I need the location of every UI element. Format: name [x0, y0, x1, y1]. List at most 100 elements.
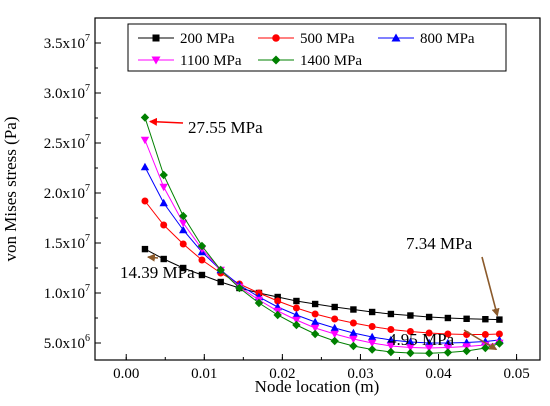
legend-label: 1100 MPa	[180, 53, 242, 69]
legend-label: 800 MPa	[420, 31, 475, 47]
data-point	[141, 245, 149, 253]
data-point	[330, 323, 339, 332]
legend-label: 200 MPa	[180, 31, 235, 47]
data-point	[424, 338, 434, 347]
data-point	[349, 319, 357, 327]
data-point	[386, 347, 396, 357]
series-layer	[140, 113, 504, 358]
data-point	[462, 346, 471, 356]
y-tick-label: 5.0x106	[44, 333, 90, 352]
series-line	[144, 200, 500, 335]
data-point	[141, 197, 149, 205]
y-axis-label: von Mises stress (Pa)	[1, 117, 20, 262]
y-tick-label: 2.0x107	[44, 183, 90, 202]
legend: 200 MPa 500 MPa 800 MPa 1100 MPa 1400 MPa	[127, 23, 507, 72]
x-tick-label: 0.04	[425, 366, 452, 382]
data-point	[198, 256, 206, 264]
data-point	[273, 310, 282, 320]
x-tick-label: 0.03	[347, 366, 373, 382]
legend-marker	[151, 56, 161, 65]
data-point	[495, 330, 503, 338]
annotation-arrow	[463, 329, 498, 351]
data-point	[386, 335, 396, 344]
data-point	[292, 310, 301, 319]
data-point	[179, 211, 188, 221]
series-800-mpa	[140, 162, 504, 347]
legend-box	[127, 23, 507, 72]
data-point	[311, 300, 319, 308]
data-point	[387, 310, 395, 318]
legend-item: 200 MPa	[138, 31, 235, 47]
legend-item: 800 MPa	[378, 31, 475, 47]
data-point	[481, 331, 489, 338]
y-tick-label: 1.5x107	[44, 233, 90, 252]
plot-frame	[94, 17, 541, 361]
data-point	[217, 278, 224, 286]
data-point	[367, 345, 377, 354]
annotation-layer: 27.55 MPa 14.39 MPa 7.34 MPa 4.95 MPa	[120, 117, 500, 351]
data-point	[235, 283, 244, 293]
data-point	[159, 198, 168, 207]
data-point	[311, 310, 319, 318]
legend-marker	[391, 33, 401, 42]
data-point	[292, 320, 301, 330]
data-point	[367, 332, 377, 341]
data-point	[443, 344, 453, 352]
data-point	[197, 241, 207, 251]
legend-marker	[272, 34, 280, 42]
data-point	[387, 326, 395, 333]
data-point	[180, 264, 187, 272]
data-point	[140, 113, 150, 122]
data-point	[349, 341, 358, 351]
data-point	[216, 265, 225, 275]
data-point	[140, 136, 150, 145]
data-point	[495, 339, 504, 348]
data-point	[274, 297, 282, 305]
data-point	[443, 348, 453, 357]
series-500-mpa	[141, 197, 503, 338]
data-point	[350, 306, 357, 313]
y-tick-label: 2.5x107	[44, 133, 90, 152]
series-line	[144, 248, 500, 321]
data-point	[310, 329, 320, 339]
y-tick-label: 3.0x107	[44, 83, 90, 102]
annotation-arrow	[148, 117, 184, 126]
data-point	[406, 328, 414, 335]
data-point	[274, 293, 281, 301]
data-point	[292, 316, 301, 325]
annotation-label: 27.55 MPa	[188, 118, 263, 137]
data-point	[406, 348, 415, 358]
data-point	[444, 330, 452, 338]
annotation-label: 4.95 MPa	[388, 330, 455, 349]
data-point	[159, 183, 168, 192]
y-tick-label: 1.0x107	[44, 283, 90, 302]
data-point	[330, 336, 339, 346]
data-point	[254, 298, 264, 308]
data-point	[310, 317, 320, 326]
legend-item: 1400 MPa	[258, 53, 362, 69]
x-tick-label: 0.02	[269, 366, 295, 382]
x-tick-label: 0.05	[503, 366, 529, 382]
data-point	[349, 328, 358, 337]
data-point	[386, 342, 396, 351]
data-point	[482, 316, 489, 323]
data-point	[368, 308, 376, 316]
data-point	[367, 339, 377, 348]
data-point	[331, 303, 338, 311]
x-axis: 0.00 0.01 0.02 0.03 0.04 0.05	[113, 354, 530, 382]
data-point	[292, 304, 300, 312]
legend-label: 500 MPa	[300, 31, 355, 47]
data-point	[293, 297, 300, 305]
x-axis-label: Node location (m)	[255, 377, 380, 396]
data-point	[160, 221, 168, 229]
x-tick-label: 0.01	[191, 366, 217, 382]
series-200-mpa	[141, 245, 503, 323]
legend-item: 1100 MPa	[138, 53, 242, 69]
data-point	[160, 255, 167, 263]
data-point	[463, 315, 470, 322]
data-point	[349, 335, 358, 344]
y-axis: 5.0x106 1.0x107 1.5x107 2.0x107 2.5x107 3.0x1…	[44, 17, 101, 352]
data-point	[179, 219, 188, 228]
data-point	[310, 324, 320, 333]
